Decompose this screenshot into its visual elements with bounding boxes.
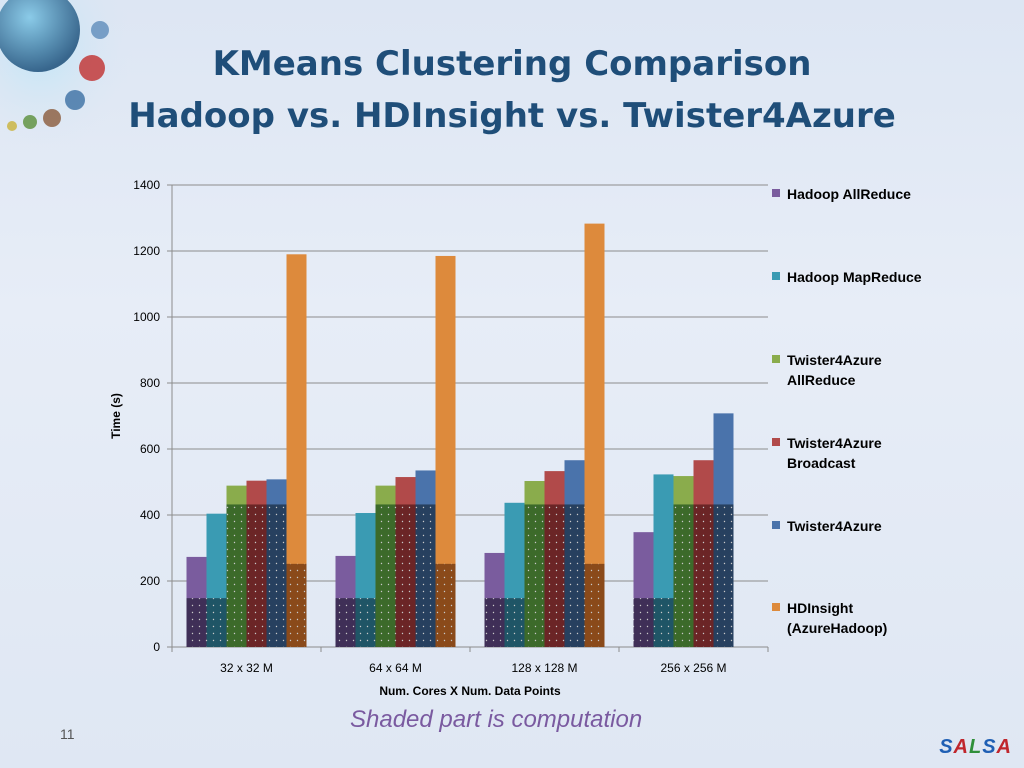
bar-computation-part: [564, 504, 585, 647]
bar-computation-part: [584, 563, 605, 647]
bar-computation-part: [226, 504, 247, 647]
logo-letter: S: [939, 736, 954, 758]
bar-computation-part: [355, 598, 376, 647]
bar-computation-part: [544, 504, 565, 647]
bar-computation-part: [266, 504, 287, 647]
legend-swatch: [772, 355, 780, 363]
bar-computation-part: [713, 504, 734, 647]
legend-swatch: [772, 189, 780, 197]
legend-label: Twister4Azure: [787, 518, 882, 534]
legend-label: Hadoop AllReduce: [787, 186, 911, 202]
x-tick-label: 32 x 32 M: [220, 661, 273, 675]
bar-computation-part: [206, 598, 227, 647]
legend-item: Hadoop MapReduce: [772, 267, 1012, 287]
slide-number: 11: [60, 726, 75, 742]
slide-title: KMeans Clustering Comparison Hadoop vs. …: [0, 38, 1024, 142]
bar-computation-part: [633, 598, 654, 647]
bar: [435, 255, 456, 647]
legend-label: Hadoop MapReduce: [787, 269, 922, 285]
bar: [286, 254, 307, 648]
bar-computation-part: [395, 504, 416, 647]
y-tick-label: 200: [140, 574, 160, 588]
y-tick-label: 1200: [133, 244, 160, 258]
legend-item: Twister4Azure Broadcast: [772, 433, 1012, 473]
logo-letter: A: [953, 736, 969, 758]
legend-label: HDInsight (AzureHadoop): [787, 600, 888, 636]
bar-computation-part: [335, 598, 356, 647]
legend-item: Twister4Azure: [772, 516, 1012, 536]
y-tick-label: 600: [140, 442, 160, 456]
title-line-1: KMeans Clustering Comparison: [212, 44, 812, 84]
legend-label: Twister4Azure Broadcast: [787, 435, 882, 471]
legend-swatch: [772, 521, 780, 529]
logo-letter: L: [968, 736, 983, 758]
x-tick-label: 64 x 64 M: [369, 661, 422, 675]
bar-computation-part: [286, 563, 307, 647]
legend-swatch: [772, 438, 780, 446]
legend-item: Twister4Azure AllReduce: [772, 350, 1012, 390]
bar: [584, 223, 605, 648]
legend-swatch: [772, 603, 780, 611]
bar-computation-part: [653, 598, 674, 647]
logo-letter: A: [996, 736, 1012, 758]
y-tick-label: 1400: [133, 178, 160, 192]
logo-letter: S: [982, 736, 997, 758]
y-tick-label: 400: [140, 508, 160, 522]
y-tick-label: 0: [153, 640, 160, 654]
y-tick-label: 1000: [133, 310, 160, 324]
shaded-note: Shaded part is computation: [350, 706, 643, 733]
bar-computation-part: [673, 504, 694, 647]
legend-label: Twister4Azure AllReduce: [787, 352, 882, 388]
bar-computation-part: [186, 598, 207, 647]
title-line-2: Hadoop vs. HDInsight vs. Twister4Azure: [128, 96, 896, 136]
bar-computation-part: [693, 504, 714, 647]
bar-computation-part: [435, 563, 456, 647]
y-axis-title: Time (s): [109, 393, 123, 439]
bar-computation-part: [484, 598, 505, 647]
legend-item: HDInsight (AzureHadoop): [772, 598, 1012, 638]
bar-computation-part: [375, 504, 396, 647]
x-axis-title: Num. Cores X Num. Data Points: [379, 684, 561, 698]
corner-globe-art: [0, 0, 135, 150]
bar-computation-part: [524, 504, 545, 647]
bar-computation-part: [504, 598, 525, 647]
salsa-logo: SALSA: [939, 736, 1012, 759]
y-tick-label: 800: [140, 376, 160, 390]
x-tick-label: 256 x 256 M: [660, 661, 726, 675]
bar-computation-part: [246, 504, 267, 647]
legend-swatch: [772, 272, 780, 280]
legend-item: Hadoop AllReduce: [772, 184, 1012, 204]
x-tick-label: 128 x 128 M: [511, 661, 577, 675]
bar-computation-part: [415, 504, 436, 647]
